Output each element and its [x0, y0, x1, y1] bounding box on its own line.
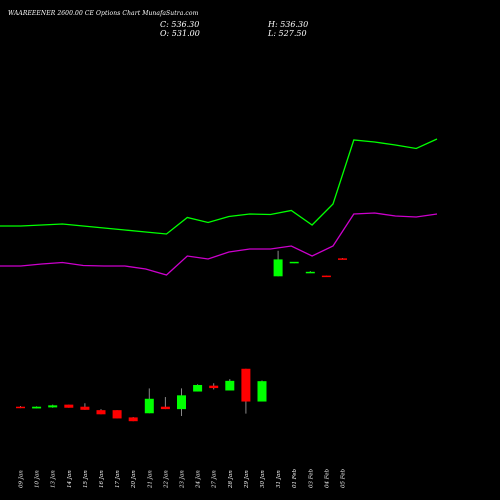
x-tick-label: 14 Jan: [67, 470, 73, 488]
x-tick-label: 16 Jan: [99, 470, 105, 488]
x-tick-label: 10 Jan: [35, 470, 41, 488]
candle-14-jan: [64, 404, 74, 408]
x-tick-label: 13 Jan: [51, 470, 57, 488]
lower-band-line: [0, 212, 438, 276]
candle-30-jan: [257, 381, 267, 402]
candle-27-jan: [209, 385, 219, 389]
x-axis-labels: 09 Jan 10 Jan 13 Jan 14 Jan 15 Jan 16 Jan 17 J…: [19, 468, 347, 489]
candle-09-jan: [16, 406, 25, 409]
candle-29-jan: [241, 368, 251, 402]
low-value: L: 527.50: [268, 29, 307, 38]
chart-title: WAAREEENER 2600.00 CE Options Chart Muna…: [8, 10, 199, 17]
candle-16-jan: [96, 410, 106, 415]
candle-03-feb: [305, 271, 315, 274]
x-tick-label: 30 Jan: [260, 470, 266, 488]
candle-04-feb: [321, 275, 331, 278]
candle-24-jan: [193, 384, 203, 392]
x-tick-label: 17 Jan: [115, 470, 121, 488]
high-value: H: 536.30: [268, 20, 309, 29]
candle-05-feb: [338, 258, 347, 260]
x-tick-label: 23 Jan: [180, 470, 186, 489]
x-tick-label: 05 Feb: [341, 468, 347, 488]
x-tick-label: 15 Jan: [83, 470, 89, 488]
x-tick-label: 28 Jan: [228, 470, 234, 489]
x-tick-label: 22 Jan: [163, 470, 169, 489]
close-value: C: 536.30: [160, 20, 200, 29]
band-lines: [0, 138, 438, 276]
candle-13-jan: [48, 405, 58, 408]
x-tick-label: 27 Jan: [212, 470, 218, 489]
candle-10-jan: [32, 406, 42, 409]
candle-31-jan: [273, 259, 283, 277]
x-tick-label: 31 Jan: [276, 470, 282, 488]
candle-15-jan: [80, 406, 90, 410]
x-tick-label: 09 Jan: [19, 470, 25, 488]
candle-01-feb: [289, 261, 299, 264]
x-tick-label: 29 Jan: [244, 470, 250, 489]
candle-20-jan: [128, 417, 138, 422]
x-tick-label: 20 Jan: [131, 470, 137, 489]
candle-17-jan: [112, 410, 122, 419]
open-value: O: 531.00: [160, 29, 200, 38]
x-tick-label: 03 Feb: [308, 468, 314, 488]
x-tick-label: 01 Feb: [292, 468, 298, 488]
candle-21-jan: [144, 398, 154, 414]
x-tick-label: 24 Jan: [196, 470, 202, 489]
candle-22-jan: [160, 406, 170, 410]
candle-28-jan: [225, 380, 235, 391]
x-tick-label: 21 Jan: [147, 470, 153, 489]
candle-23-jan: [177, 395, 186, 410]
x-tick-label: 04 Feb: [324, 468, 330, 488]
upper-band-line: [0, 138, 438, 235]
candles: [16, 250, 347, 422]
